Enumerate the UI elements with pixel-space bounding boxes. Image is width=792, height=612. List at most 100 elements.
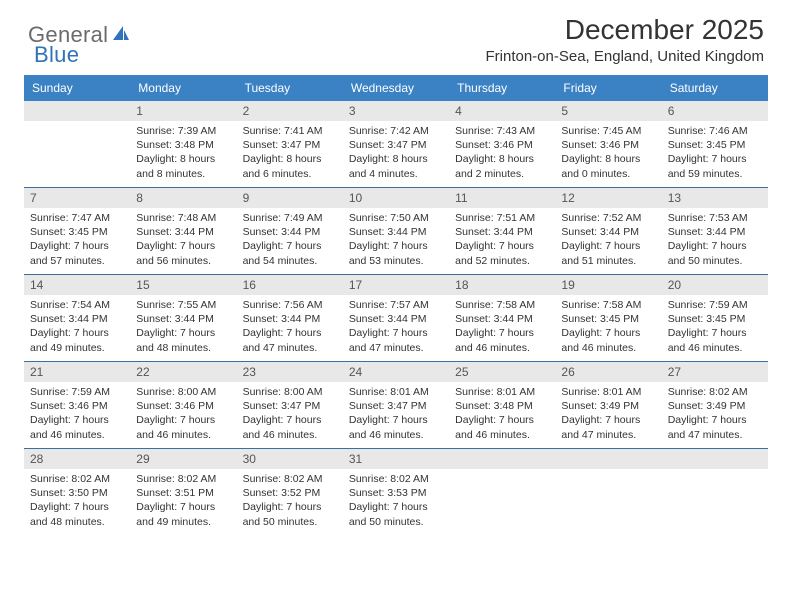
- daylight-text: and 48 minutes.: [136, 341, 230, 355]
- weeks-container: 1Sunrise: 7:39 AMSunset: 3:48 PMDaylight…: [24, 101, 768, 535]
- day-cell: 16Sunrise: 7:56 AMSunset: 3:44 PMDayligh…: [237, 275, 343, 361]
- day-body: Sunrise: 7:55 AMSunset: 3:44 PMDaylight:…: [130, 295, 236, 359]
- sunset-text: Sunset: 3:46 PM: [30, 399, 124, 413]
- daylight-text: Daylight: 7 hours: [561, 413, 655, 427]
- day-body: Sunrise: 7:45 AMSunset: 3:46 PMDaylight:…: [555, 121, 661, 185]
- day-body: Sunrise: 7:59 AMSunset: 3:45 PMDaylight:…: [662, 295, 768, 359]
- sunrise-text: Sunrise: 7:47 AM: [30, 211, 124, 225]
- day-cell: 14Sunrise: 7:54 AMSunset: 3:44 PMDayligh…: [24, 275, 130, 361]
- sunset-text: Sunset: 3:44 PM: [455, 225, 549, 239]
- daylight-text: Daylight: 7 hours: [30, 239, 124, 253]
- day-body: Sunrise: 7:46 AMSunset: 3:45 PMDaylight:…: [662, 121, 768, 185]
- day-number: 29: [130, 449, 236, 469]
- day-number-empty: [662, 449, 768, 469]
- day-number: 22: [130, 362, 236, 382]
- daylight-text: and 50 minutes.: [349, 515, 443, 529]
- week-row: 21Sunrise: 7:59 AMSunset: 3:46 PMDayligh…: [24, 362, 768, 449]
- day-body: Sunrise: 8:00 AMSunset: 3:47 PMDaylight:…: [237, 382, 343, 446]
- sunrise-text: Sunrise: 7:43 AM: [455, 124, 549, 138]
- day-number: 25: [449, 362, 555, 382]
- title-block: December 2025 Frinton-on-Sea, England, U…: [486, 14, 765, 65]
- day-number: 6: [662, 101, 768, 121]
- daylight-text: Daylight: 7 hours: [30, 326, 124, 340]
- day-body: Sunrise: 7:47 AMSunset: 3:45 PMDaylight:…: [24, 208, 130, 272]
- day-cell: 23Sunrise: 8:00 AMSunset: 3:47 PMDayligh…: [237, 362, 343, 448]
- sunrise-text: Sunrise: 7:59 AM: [668, 298, 762, 312]
- daylight-text: and 53 minutes.: [349, 254, 443, 268]
- day-number: 20: [662, 275, 768, 295]
- daylight-text: and 54 minutes.: [243, 254, 337, 268]
- sunrise-text: Sunrise: 7:54 AM: [30, 298, 124, 312]
- sunset-text: Sunset: 3:45 PM: [30, 225, 124, 239]
- sunrise-text: Sunrise: 7:48 AM: [136, 211, 230, 225]
- day-body: Sunrise: 8:02 AMSunset: 3:51 PMDaylight:…: [130, 469, 236, 533]
- sunset-text: Sunset: 3:47 PM: [349, 399, 443, 413]
- sunset-text: Sunset: 3:51 PM: [136, 486, 230, 500]
- daylight-text: Daylight: 7 hours: [668, 326, 762, 340]
- day-cell: 29Sunrise: 8:02 AMSunset: 3:51 PMDayligh…: [130, 449, 236, 535]
- day-body: Sunrise: 7:50 AMSunset: 3:44 PMDaylight:…: [343, 208, 449, 272]
- day-body: Sunrise: 7:58 AMSunset: 3:45 PMDaylight:…: [555, 295, 661, 359]
- daylight-text: and 6 minutes.: [243, 167, 337, 181]
- day-body: Sunrise: 7:52 AMSunset: 3:44 PMDaylight:…: [555, 208, 661, 272]
- sunset-text: Sunset: 3:44 PM: [243, 312, 337, 326]
- day-body: Sunrise: 7:56 AMSunset: 3:44 PMDaylight:…: [237, 295, 343, 359]
- day-cell: 28Sunrise: 8:02 AMSunset: 3:50 PMDayligh…: [24, 449, 130, 535]
- month-title: December 2025: [486, 14, 765, 46]
- day-cell: 2Sunrise: 7:41 AMSunset: 3:47 PMDaylight…: [237, 101, 343, 187]
- day-number: 18: [449, 275, 555, 295]
- daylight-text: Daylight: 7 hours: [30, 413, 124, 427]
- sunrise-text: Sunrise: 7:46 AM: [668, 124, 762, 138]
- daylight-text: Daylight: 7 hours: [349, 326, 443, 340]
- day-body: Sunrise: 7:48 AMSunset: 3:44 PMDaylight:…: [130, 208, 236, 272]
- weekday-wednesday: Wednesday: [343, 75, 449, 101]
- sunset-text: Sunset: 3:48 PM: [136, 138, 230, 152]
- daylight-text: Daylight: 8 hours: [349, 152, 443, 166]
- day-number: 28: [24, 449, 130, 469]
- sunrise-text: Sunrise: 7:56 AM: [243, 298, 337, 312]
- sunset-text: Sunset: 3:44 PM: [561, 225, 655, 239]
- sunrise-text: Sunrise: 8:02 AM: [136, 472, 230, 486]
- daylight-text: Daylight: 7 hours: [243, 326, 337, 340]
- day-body: Sunrise: 7:39 AMSunset: 3:48 PMDaylight:…: [130, 121, 236, 185]
- logo-text-blue: Blue: [34, 42, 79, 67]
- sunset-text: Sunset: 3:49 PM: [668, 399, 762, 413]
- sunset-text: Sunset: 3:45 PM: [668, 138, 762, 152]
- daylight-text: Daylight: 7 hours: [136, 326, 230, 340]
- day-cell: 6Sunrise: 7:46 AMSunset: 3:45 PMDaylight…: [662, 101, 768, 187]
- day-cell: 25Sunrise: 8:01 AMSunset: 3:48 PMDayligh…: [449, 362, 555, 448]
- day-number: 27: [662, 362, 768, 382]
- day-body: Sunrise: 7:51 AMSunset: 3:44 PMDaylight:…: [449, 208, 555, 272]
- day-body: Sunrise: 8:01 AMSunset: 3:48 PMDaylight:…: [449, 382, 555, 446]
- day-number: 21: [24, 362, 130, 382]
- sunrise-text: Sunrise: 7:55 AM: [136, 298, 230, 312]
- daylight-text: Daylight: 7 hours: [349, 500, 443, 514]
- daylight-text: and 2 minutes.: [455, 167, 549, 181]
- day-body: Sunrise: 8:00 AMSunset: 3:46 PMDaylight:…: [130, 382, 236, 446]
- weekday-row: SundayMondayTuesdayWednesdayThursdayFrid…: [24, 75, 768, 101]
- day-number: 16: [237, 275, 343, 295]
- day-cell: 13Sunrise: 7:53 AMSunset: 3:44 PMDayligh…: [662, 188, 768, 274]
- daylight-text: Daylight: 8 hours: [243, 152, 337, 166]
- sunset-text: Sunset: 3:44 PM: [349, 312, 443, 326]
- daylight-text: and 46 minutes.: [30, 428, 124, 442]
- day-number: 13: [662, 188, 768, 208]
- sunrise-text: Sunrise: 8:01 AM: [349, 385, 443, 399]
- day-cell: 3Sunrise: 7:42 AMSunset: 3:47 PMDaylight…: [343, 101, 449, 187]
- day-cell: 22Sunrise: 8:00 AMSunset: 3:46 PMDayligh…: [130, 362, 236, 448]
- daylight-text: Daylight: 7 hours: [561, 326, 655, 340]
- day-cell: 30Sunrise: 8:02 AMSunset: 3:52 PMDayligh…: [237, 449, 343, 535]
- day-body: Sunrise: 8:01 AMSunset: 3:47 PMDaylight:…: [343, 382, 449, 446]
- daylight-text: and 48 minutes.: [30, 515, 124, 529]
- day-body: Sunrise: 7:53 AMSunset: 3:44 PMDaylight:…: [662, 208, 768, 272]
- sunrise-text: Sunrise: 8:00 AM: [243, 385, 337, 399]
- daylight-text: Daylight: 7 hours: [668, 413, 762, 427]
- day-cell: 19Sunrise: 7:58 AMSunset: 3:45 PMDayligh…: [555, 275, 661, 361]
- sunset-text: Sunset: 3:46 PM: [561, 138, 655, 152]
- sunset-text: Sunset: 3:44 PM: [136, 225, 230, 239]
- day-body: Sunrise: 7:49 AMSunset: 3:44 PMDaylight:…: [237, 208, 343, 272]
- day-number: 15: [130, 275, 236, 295]
- sunrise-text: Sunrise: 7:51 AM: [455, 211, 549, 225]
- daylight-text: and 47 minutes.: [561, 428, 655, 442]
- sunset-text: Sunset: 3:44 PM: [455, 312, 549, 326]
